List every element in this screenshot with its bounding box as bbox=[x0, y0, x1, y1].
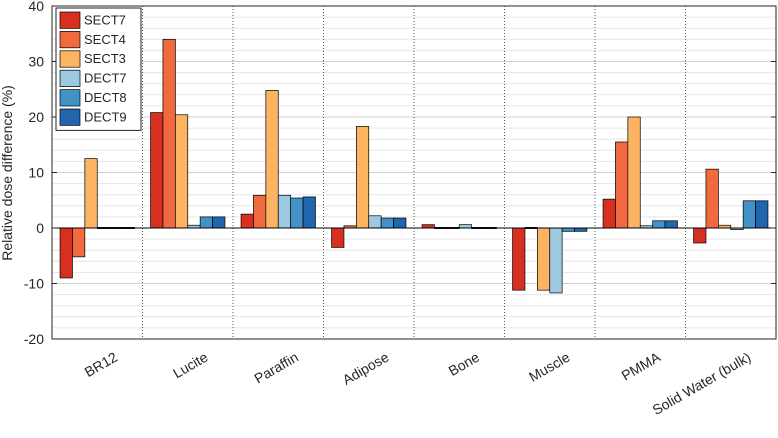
bar-dect8-3 bbox=[380, 217, 394, 229]
bar-sect3-2 bbox=[265, 90, 279, 229]
bar-sect4-6 bbox=[615, 141, 629, 229]
legend-label-sect4: SECT4 bbox=[84, 32, 126, 47]
bar-sect7-6 bbox=[602, 198, 616, 229]
bar-sect7-2 bbox=[240, 213, 254, 229]
bar-dect9-2 bbox=[302, 196, 316, 229]
bar-sect4-7 bbox=[705, 168, 719, 229]
legend-swatch-sect4 bbox=[59, 31, 81, 49]
x-tick-label: Muscle bbox=[526, 349, 573, 385]
x-tick-label: Adipose bbox=[340, 349, 392, 388]
bar-sect3-0 bbox=[84, 158, 98, 229]
bar-sect7-1 bbox=[150, 112, 164, 229]
legend-swatch-dect7 bbox=[59, 69, 81, 87]
y-tick-label: 30 bbox=[28, 54, 44, 70]
bars-layer bbox=[59, 38, 769, 294]
legend-label-dect7: DECT7 bbox=[84, 71, 127, 86]
bar-sect4-0 bbox=[72, 227, 86, 258]
bar-sect4-2 bbox=[253, 194, 267, 229]
legend-label-dect9: DECT9 bbox=[84, 109, 127, 124]
bar-dect7-5 bbox=[549, 227, 563, 294]
bar-dect7-3 bbox=[368, 215, 382, 229]
bar-sect7-7 bbox=[693, 227, 707, 244]
x-tick-label: BR12 bbox=[82, 349, 121, 380]
y-tick-label: 20 bbox=[28, 109, 44, 125]
x-tick-label: PMMA bbox=[619, 348, 664, 383]
x-tick-label: Bone bbox=[446, 349, 483, 379]
bar-dect8-7 bbox=[742, 200, 756, 229]
y-tick-label: 0 bbox=[36, 220, 44, 236]
x-tick-label: Paraffin bbox=[251, 349, 301, 387]
bar-sect7-5 bbox=[512, 227, 526, 291]
y-tick-label: -10 bbox=[24, 276, 44, 292]
legend-swatch-sect7 bbox=[59, 11, 81, 29]
x-tick-label: Lucite bbox=[170, 349, 211, 382]
y-tick-label: 40 bbox=[28, 0, 44, 14]
legend-swatch-sect3 bbox=[59, 50, 81, 68]
legend-label-sect3: SECT3 bbox=[84, 51, 126, 66]
bar-dect8-1 bbox=[199, 216, 213, 229]
bar-dect8-6 bbox=[652, 220, 666, 229]
y-axis-label: Relative dose difference (%) bbox=[0, 85, 15, 261]
legend-swatch-dect8 bbox=[59, 89, 81, 107]
legend-swatch-dect9 bbox=[59, 108, 81, 126]
bar-sect3-3 bbox=[356, 126, 370, 229]
bar-dect7-2 bbox=[277, 194, 291, 229]
y-tick-label: 10 bbox=[28, 165, 44, 181]
bar-sect3-6 bbox=[627, 116, 641, 229]
bar-sect7-3 bbox=[331, 227, 345, 248]
bar-sect7-0 bbox=[59, 227, 73, 279]
legend-label-dect8: DECT8 bbox=[84, 90, 127, 105]
axes bbox=[51, 5, 777, 340]
x-tick-label: Solid Water (bulk) bbox=[650, 349, 754, 418]
legend: SECT7 SECT4 SECT3 DECT7 DECT8 DECT9 bbox=[55, 7, 142, 131]
bar-dect9-6 bbox=[664, 220, 678, 229]
bar-sect3-5 bbox=[536, 227, 551, 291]
legend-label-sect7: SECT7 bbox=[84, 12, 126, 27]
x-tick-labels: BR12 Lucite Paraffin Adipose Bone Muscle PMMAS… bbox=[82, 348, 754, 418]
bar-sect4-1 bbox=[162, 38, 176, 229]
y-tick-labels: -20 -10 0 10 20 30 40 bbox=[24, 0, 44, 347]
y-tick-label: -20 bbox=[24, 331, 44, 347]
bar-dect8-2 bbox=[290, 197, 304, 229]
bar-dect9-1 bbox=[212, 216, 226, 229]
bar-dect9-3 bbox=[393, 217, 407, 229]
bar-sect3-1 bbox=[175, 114, 189, 229]
bar-dect9-7 bbox=[755, 200, 769, 229]
